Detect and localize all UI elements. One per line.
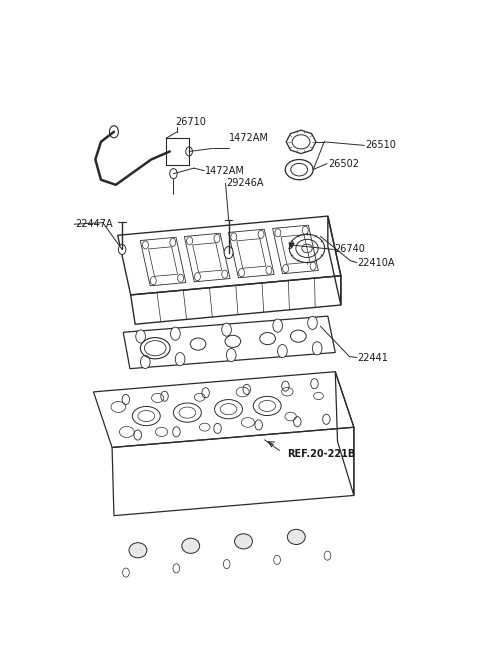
Circle shape	[178, 274, 183, 282]
Circle shape	[173, 427, 180, 437]
Circle shape	[202, 388, 209, 398]
Circle shape	[323, 414, 330, 424]
Text: 1472AM: 1472AM	[229, 133, 269, 143]
Circle shape	[308, 316, 317, 329]
Circle shape	[175, 352, 185, 366]
Circle shape	[173, 564, 180, 573]
Ellipse shape	[129, 543, 147, 558]
Circle shape	[302, 226, 308, 234]
Circle shape	[222, 323, 231, 337]
Circle shape	[258, 230, 264, 238]
Circle shape	[311, 379, 318, 389]
Circle shape	[283, 264, 288, 273]
Circle shape	[187, 237, 192, 245]
Circle shape	[223, 560, 230, 569]
Circle shape	[136, 330, 145, 343]
Circle shape	[277, 344, 287, 358]
Text: 26502: 26502	[328, 159, 359, 169]
Circle shape	[312, 342, 322, 355]
Circle shape	[275, 229, 281, 237]
Circle shape	[214, 234, 220, 243]
Circle shape	[227, 348, 236, 361]
Text: 26510: 26510	[365, 140, 396, 150]
Ellipse shape	[235, 534, 252, 549]
Circle shape	[231, 233, 237, 241]
Circle shape	[282, 381, 289, 391]
Text: 26710: 26710	[175, 117, 205, 127]
Circle shape	[273, 319, 283, 332]
Circle shape	[310, 262, 316, 270]
Circle shape	[274, 556, 280, 564]
Circle shape	[214, 423, 221, 434]
Circle shape	[119, 245, 126, 255]
Circle shape	[109, 126, 119, 138]
Circle shape	[186, 147, 192, 156]
Circle shape	[170, 327, 180, 340]
Text: 29246A: 29246A	[226, 178, 264, 188]
Text: 22447A: 22447A	[75, 219, 112, 229]
Ellipse shape	[288, 529, 305, 544]
Circle shape	[324, 551, 331, 560]
Text: 22441: 22441	[358, 352, 388, 363]
Circle shape	[239, 268, 244, 277]
Circle shape	[222, 270, 228, 278]
Text: REF.20-221B: REF.20-221B	[287, 449, 355, 459]
Circle shape	[143, 241, 148, 249]
Circle shape	[170, 238, 176, 247]
Circle shape	[170, 169, 177, 178]
Circle shape	[141, 356, 150, 369]
Circle shape	[194, 273, 201, 281]
Circle shape	[255, 420, 263, 430]
Text: 26740: 26740	[335, 245, 365, 255]
Text: 22410A: 22410A	[358, 258, 395, 268]
Circle shape	[266, 266, 272, 274]
Circle shape	[134, 430, 142, 440]
Circle shape	[294, 417, 301, 427]
Text: 1472AM: 1472AM	[205, 166, 245, 176]
Circle shape	[243, 384, 251, 394]
Circle shape	[224, 247, 233, 258]
Circle shape	[122, 394, 130, 405]
Circle shape	[150, 277, 156, 285]
Circle shape	[161, 391, 168, 401]
Circle shape	[122, 568, 129, 577]
Ellipse shape	[182, 538, 200, 554]
